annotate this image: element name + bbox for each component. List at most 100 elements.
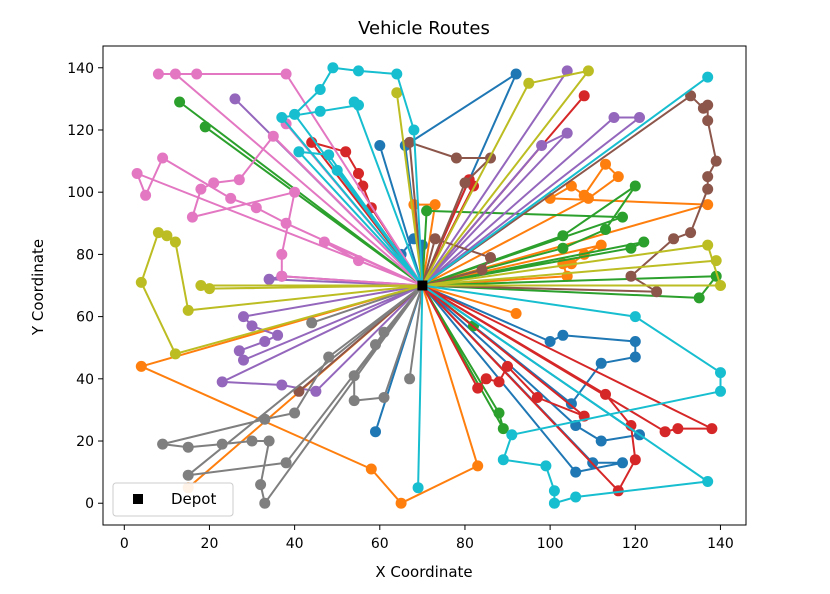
- plot-area: [131, 62, 726, 509]
- route-5-stop: [233, 345, 245, 357]
- route-2-stop: [429, 199, 441, 211]
- route-10-stop: [506, 429, 518, 441]
- route-1-stop: [374, 140, 386, 151]
- y-tick-label: 140: [67, 61, 94, 77]
- route-1-stop: [595, 357, 607, 369]
- route-7-stop: [318, 236, 330, 248]
- route-2-stop: [702, 199, 714, 211]
- route-4-stop: [659, 426, 671, 438]
- route-2-stop: [510, 308, 522, 319]
- route-7: [131, 68, 424, 287]
- route-9: [135, 65, 726, 360]
- route-7-stop: [233, 174, 245, 186]
- route-10-stop: [540, 460, 552, 472]
- route-2-stop: [595, 239, 607, 251]
- route-8-stop: [182, 441, 194, 453]
- route-7-stop: [353, 255, 364, 267]
- route-6-stop: [702, 99, 714, 111]
- route-5-stop: [310, 385, 322, 397]
- route-9-stop: [582, 65, 594, 77]
- route-4-stop: [502, 360, 513, 372]
- route-9-stop: [152, 227, 164, 239]
- route-8-stop: [348, 395, 360, 407]
- route-9-stop: [195, 280, 207, 291]
- route-6-stop: [459, 177, 471, 189]
- route-7-stop: [131, 168, 143, 179]
- route-6-stop: [404, 136, 416, 148]
- route-3-stop: [638, 236, 650, 248]
- route-7-stop: [250, 202, 262, 214]
- route-7-stop: [280, 68, 292, 80]
- y-tick-label: 80: [76, 247, 94, 263]
- route-2-stop: [135, 360, 147, 372]
- x-axis: 0 20 40 60 80 100 120 140: [120, 525, 734, 552]
- x-tick-label: 100: [537, 536, 564, 552]
- route-10-stop: [412, 482, 424, 494]
- route-7-stop: [289, 186, 301, 198]
- route-10-stop: [548, 497, 560, 509]
- x-axis-label: X Coordinate: [375, 563, 472, 581]
- route-10-stop: [570, 491, 582, 503]
- route-9-stop: [169, 236, 181, 248]
- route-10-stop: [715, 385, 726, 397]
- y-tick-label: 40: [76, 372, 94, 388]
- route-5-stop: [259, 336, 271, 347]
- route-4-stop: [625, 420, 637, 431]
- y-tick-label: 0: [85, 496, 94, 512]
- route-9-stop: [523, 77, 535, 89]
- route-3-stop: [493, 407, 505, 419]
- route-10-stop: [353, 65, 364, 77]
- route-3-stop: [421, 205, 433, 217]
- route-5-stop: [561, 127, 573, 139]
- route-2-stop: [365, 463, 377, 475]
- route-4-line: [310, 94, 713, 492]
- route-4-stop: [353, 168, 364, 179]
- route-7-stop: [186, 211, 198, 223]
- route-9-stop: [135, 276, 147, 288]
- route-4-stop: [612, 485, 624, 497]
- route-3-stop: [199, 121, 211, 133]
- route-6-stop: [710, 155, 722, 167]
- route-10-stop: [289, 108, 301, 120]
- route-9-stop: [169, 348, 181, 360]
- legend-depot-label: Depot: [171, 490, 216, 508]
- route-6-stop: [485, 252, 496, 263]
- route-6-stop: [685, 90, 697, 102]
- route-6-stop: [702, 183, 714, 195]
- route-10-stop: [715, 367, 726, 379]
- route-4-stop: [531, 392, 543, 403]
- route-1-stop: [629, 351, 641, 363]
- route-8-stop: [182, 469, 194, 481]
- route-5-stop: [536, 140, 548, 151]
- route-8-stop: [378, 326, 390, 338]
- route-1-stop: [629, 336, 641, 347]
- route-3-stop: [557, 230, 569, 242]
- route-10-stop: [331, 164, 343, 176]
- route-7-stop: [267, 130, 279, 142]
- route-6-stop: [429, 233, 441, 245]
- route-1-stop: [570, 466, 582, 478]
- route-5-stop: [238, 354, 249, 366]
- y-tick-label: 120: [67, 123, 94, 139]
- route-1-stop: [557, 329, 569, 341]
- route-9-stop: [204, 283, 215, 295]
- route-8-stop: [306, 317, 318, 329]
- route-4-stop: [493, 376, 505, 388]
- route-3-stop: [600, 224, 611, 235]
- route-4-stop: [629, 454, 641, 466]
- route-8-stop: [404, 373, 416, 385]
- route-6-stop: [651, 286, 663, 298]
- route-4-stop: [600, 388, 611, 400]
- legend-depot-marker: [133, 494, 143, 504]
- route-5-stop: [238, 311, 249, 323]
- route-10-stop: [497, 454, 509, 466]
- y-tick-label: 20: [76, 434, 94, 450]
- route-8: [157, 284, 424, 509]
- route-5-stop: [263, 273, 275, 285]
- route-5-stop: [561, 65, 573, 77]
- route-2-stop: [600, 158, 611, 170]
- route-8-stop: [259, 497, 271, 509]
- route-10-stop: [702, 476, 714, 487]
- route-6-stop: [476, 264, 488, 276]
- route-10-stop: [629, 311, 641, 323]
